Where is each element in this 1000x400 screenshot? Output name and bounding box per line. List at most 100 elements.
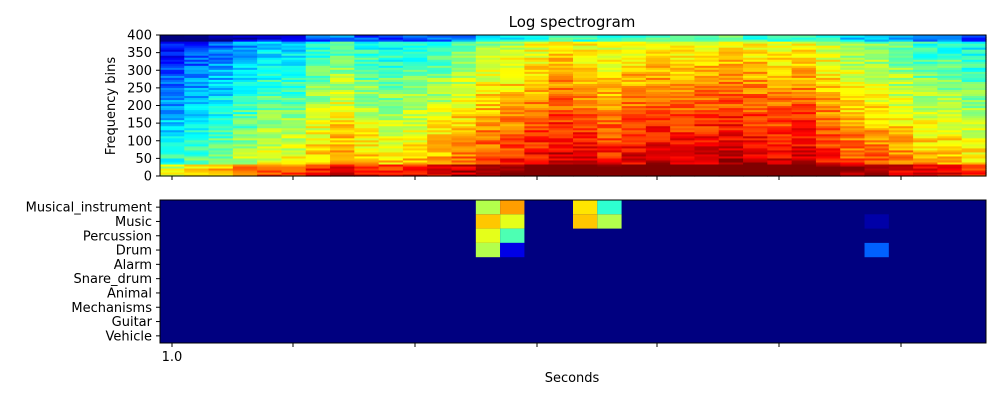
spectrogram-cell <box>305 141 331 145</box>
spectrogram-cell <box>937 73 963 76</box>
spectrogram-cell <box>888 127 914 131</box>
spectrogram-cell <box>427 67 453 70</box>
spectrogram-cell <box>524 81 550 84</box>
spectrogram-cell <box>694 41 720 44</box>
spectrogram-cell <box>402 151 428 155</box>
spectrogram-cell <box>500 169 526 173</box>
spectrogram-cell <box>718 47 744 50</box>
spectrogram-cell <box>621 83 647 86</box>
spectrogram-cell <box>500 37 526 40</box>
spectrogram-cell <box>378 57 404 60</box>
spectrogram-cell <box>694 49 720 52</box>
spectrogram-cell <box>913 45 939 48</box>
spectrogram-cell <box>791 85 817 88</box>
spectrogram-cell <box>524 71 550 74</box>
spectrogram-cell <box>694 51 720 54</box>
spectrogram-cell <box>573 49 598 52</box>
spectrogram-cell <box>913 51 939 54</box>
spectrogram-cell <box>961 61 987 64</box>
spectrogram-cell <box>548 131 574 135</box>
spectrogram-cell <box>621 147 647 151</box>
spectrogram-cell <box>694 105 720 109</box>
spectrogram-cell <box>645 73 671 76</box>
spectrogram-cell <box>573 125 598 129</box>
spectrogram-cell <box>573 113 598 117</box>
spectrogram-cell <box>354 39 380 42</box>
spectrogram-cell <box>573 165 598 169</box>
spectrogram-cell <box>402 115 428 119</box>
spectrogram-cell <box>354 131 380 135</box>
spectrogram-cell <box>864 163 890 167</box>
spectrogram-cell <box>840 73 866 76</box>
spectrogram-cell <box>305 81 331 84</box>
spectrogram-cell <box>257 135 283 139</box>
spectrogram-cell <box>937 51 963 54</box>
spectrogram-cell <box>378 39 404 42</box>
spectrogram-cell <box>573 95 598 99</box>
spectrogram-cell <box>840 61 866 64</box>
spectrogram-cell <box>815 149 841 153</box>
spectrogram-cell <box>160 47 185 50</box>
spectrogram-cell <box>573 41 598 44</box>
spectrogram-cell <box>232 131 258 135</box>
spectrogram-cell <box>840 131 866 135</box>
spectrogram-cell <box>257 115 283 119</box>
spectrogram-cell <box>573 167 598 171</box>
spectrogram-cell <box>427 99 453 103</box>
spectrogram-cell <box>718 49 744 52</box>
spectrogram-cell <box>597 97 623 101</box>
spectrogram-cell <box>451 133 477 137</box>
spectrogram-cell <box>767 157 793 161</box>
spectrogram-cell <box>402 79 428 82</box>
spectrogram-cell <box>232 77 258 80</box>
spectrogram-cell <box>208 89 234 92</box>
spectrogram-cell <box>670 165 696 169</box>
spectrogram-cell <box>184 89 210 92</box>
spectrogram-cell <box>281 75 307 78</box>
spectrogram-cell <box>718 59 744 62</box>
spectrogram-cell <box>354 155 380 159</box>
spectrogram-cell <box>548 141 574 145</box>
spectrogram-cell <box>840 173 866 177</box>
spectrogram-cell <box>767 95 793 99</box>
spectrogram-cell <box>160 123 185 127</box>
spectrogram-cell <box>232 45 258 48</box>
spectrogram-cell <box>500 89 526 92</box>
spectrogram-cell <box>573 127 598 131</box>
spectrogram-cell <box>548 163 574 167</box>
tag-cell <box>500 214 525 229</box>
spectrogram-cell <box>937 61 963 64</box>
spectrogram-cell <box>694 93 720 97</box>
spectrogram-cell <box>597 143 623 147</box>
spectrogram-cell <box>475 121 501 125</box>
spectrogram-cell <box>621 53 647 56</box>
spectrogram-cell <box>573 129 598 133</box>
spectrogram-cell <box>718 101 744 105</box>
spectrogram-cell <box>354 133 380 137</box>
spectrogram-cell <box>257 63 283 66</box>
spectrogram-cell <box>500 135 526 139</box>
spectrogram-cell <box>937 67 963 70</box>
spectrogram-cell <box>208 115 234 119</box>
spectrogram-cell <box>548 115 574 119</box>
spectrogram-cell <box>645 155 671 159</box>
spectrogram-cell <box>888 63 914 66</box>
spectrogram-cell <box>548 83 574 86</box>
spectrogram-cell <box>670 163 696 167</box>
spectrogram-cell <box>815 173 841 177</box>
spectrogram-cell <box>840 83 866 86</box>
spectrogram-cell <box>621 155 647 159</box>
spectrogram-cell <box>524 55 550 58</box>
spectrogram-cell <box>500 163 526 167</box>
spectrogram-cell <box>354 69 380 72</box>
spectrogram-cell <box>208 49 234 52</box>
spectrogram-cell <box>597 35 623 38</box>
spectrogram-cell <box>184 55 210 58</box>
spectrogram-cell <box>888 105 914 109</box>
spectrogram-cell <box>451 97 477 101</box>
spectrogram-cell <box>208 87 234 90</box>
spectrogram-cell <box>840 165 866 169</box>
spectrogram-cell <box>548 61 574 64</box>
spectrogram-cell <box>427 79 453 82</box>
spectrogram-cell <box>402 153 428 157</box>
